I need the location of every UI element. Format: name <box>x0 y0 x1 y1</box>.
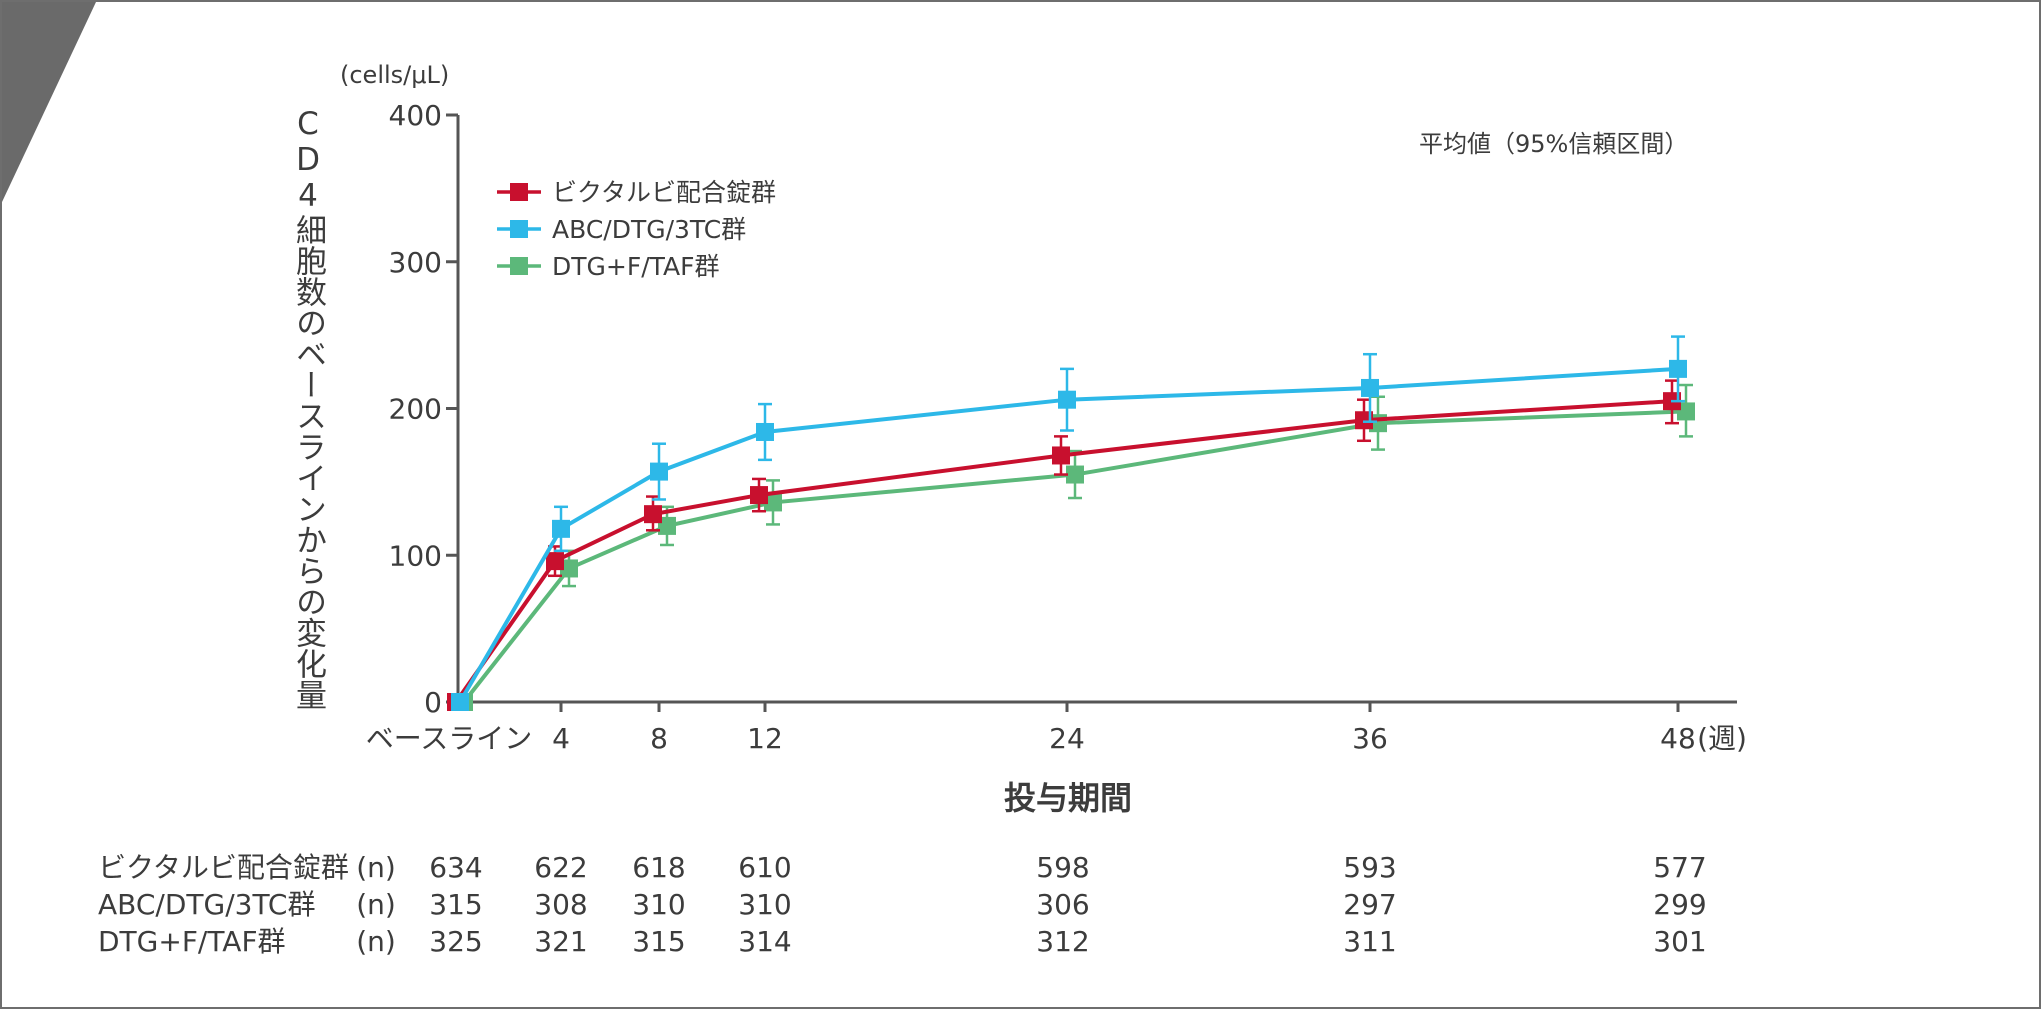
legend-label: ビクタルビ配合錠群 <box>552 178 776 207</box>
n-table-cell: 311 <box>1343 925 1396 958</box>
legend-swatch-marker <box>510 183 528 201</box>
legend-label: DTG+F/TAF群 <box>552 252 719 281</box>
n-table-cell: 610 <box>738 851 791 884</box>
ci-annotation: 平均値（95%信頼区間） <box>1419 130 1688 158</box>
data-point <box>1066 465 1084 484</box>
n-table-cell: 598 <box>1036 851 1089 884</box>
n-table-cell: 310 <box>738 888 791 921</box>
x-tick-label: 4 <box>552 722 570 755</box>
y-tick-label: 300 <box>389 246 442 279</box>
data-point <box>750 486 768 505</box>
data-point <box>1052 446 1070 465</box>
legend-swatch-marker <box>510 220 528 238</box>
data-point <box>552 519 570 538</box>
y-tick-label: 200 <box>389 393 442 426</box>
n-table-cell: 593 <box>1343 851 1396 884</box>
x-tick-label: 48 <box>1660 722 1696 755</box>
data-point <box>644 505 662 524</box>
n-table-cell: 577 <box>1653 851 1706 884</box>
y-tick-label: 100 <box>389 539 442 572</box>
n-table-cell: 312 <box>1036 925 1089 958</box>
n-table-cell: 310 <box>632 888 685 921</box>
n-table-cell: 301 <box>1653 925 1706 958</box>
n-table-cell: 622 <box>534 851 587 884</box>
n-table-n-label: (n) <box>356 925 396 958</box>
n-table-cell: 297 <box>1343 888 1396 921</box>
data-point <box>650 462 668 481</box>
data-point <box>1355 411 1373 430</box>
n-table-cell: 325 <box>429 925 482 958</box>
n-table-row-label: ビクタルビ配合錠群 <box>98 851 349 884</box>
n-table-cell: 321 <box>534 925 587 958</box>
n-table-cell: 308 <box>534 888 587 921</box>
x-tick-label: 8 <box>650 722 668 755</box>
x-tick-label: ベースライン <box>366 722 533 755</box>
data-point <box>451 693 469 711</box>
data-point <box>1677 402 1695 421</box>
n-table-n-label: (n) <box>356 888 396 921</box>
legend-label: ABC/DTG/3TC群 <box>552 215 746 244</box>
corner-tab-decoration <box>2 2 96 202</box>
n-table-cell: 306 <box>1036 888 1089 921</box>
data-point <box>560 559 578 578</box>
data-point <box>764 493 782 512</box>
data-point <box>658 516 676 535</box>
y-tick-label: 0 <box>424 686 442 719</box>
data-point <box>756 422 774 441</box>
n-table-n-label: (n) <box>356 851 396 884</box>
x-tick-label: 12 <box>747 722 783 755</box>
data-point <box>1361 378 1379 397</box>
x-axis-title: 投与期間 <box>1004 779 1132 817</box>
n-table-cell: 314 <box>738 925 791 958</box>
x-tick-label: 36 <box>1352 722 1388 755</box>
y-tick-label: 400 <box>389 99 442 132</box>
n-table-cell: 618 <box>632 851 685 884</box>
n-table-cell: 315 <box>429 888 482 921</box>
y-axis-title: CD4細胞数のベースラインからの変化量 <box>290 106 327 710</box>
x-tick-label: 24 <box>1049 722 1085 755</box>
y-unit-label: (cells/μL) <box>340 61 449 89</box>
n-table-row-label: DTG+F/TAF群 <box>98 925 286 958</box>
legend-swatch-marker <box>510 257 528 275</box>
data-point <box>546 552 564 571</box>
series-line <box>454 399 1673 704</box>
x-unit-label: (週) <box>1697 722 1747 755</box>
data-point <box>1058 390 1076 409</box>
n-table-cell: 299 <box>1653 888 1706 921</box>
n-table-cell: 634 <box>429 851 482 884</box>
n-table-cell: 315 <box>632 925 685 958</box>
n-table-row-label: ABC/DTG/3TC群 <box>98 888 315 921</box>
data-point <box>1669 359 1687 378</box>
